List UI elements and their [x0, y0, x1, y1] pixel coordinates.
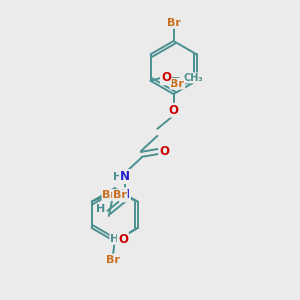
Text: H: H [113, 172, 122, 182]
Text: H: H [96, 205, 105, 214]
Text: N: N [120, 188, 130, 201]
Text: O: O [161, 71, 171, 84]
Text: Br: Br [102, 190, 116, 200]
Text: O: O [159, 145, 169, 158]
Text: Br: Br [167, 18, 181, 28]
Text: N: N [120, 170, 130, 183]
Text: H: H [110, 234, 119, 244]
Text: Br: Br [106, 254, 120, 265]
Text: CH₃: CH₃ [184, 73, 203, 83]
Text: O: O [118, 233, 128, 246]
Text: Br: Br [113, 190, 127, 200]
Text: O: O [169, 104, 178, 117]
Text: Br: Br [170, 79, 184, 89]
